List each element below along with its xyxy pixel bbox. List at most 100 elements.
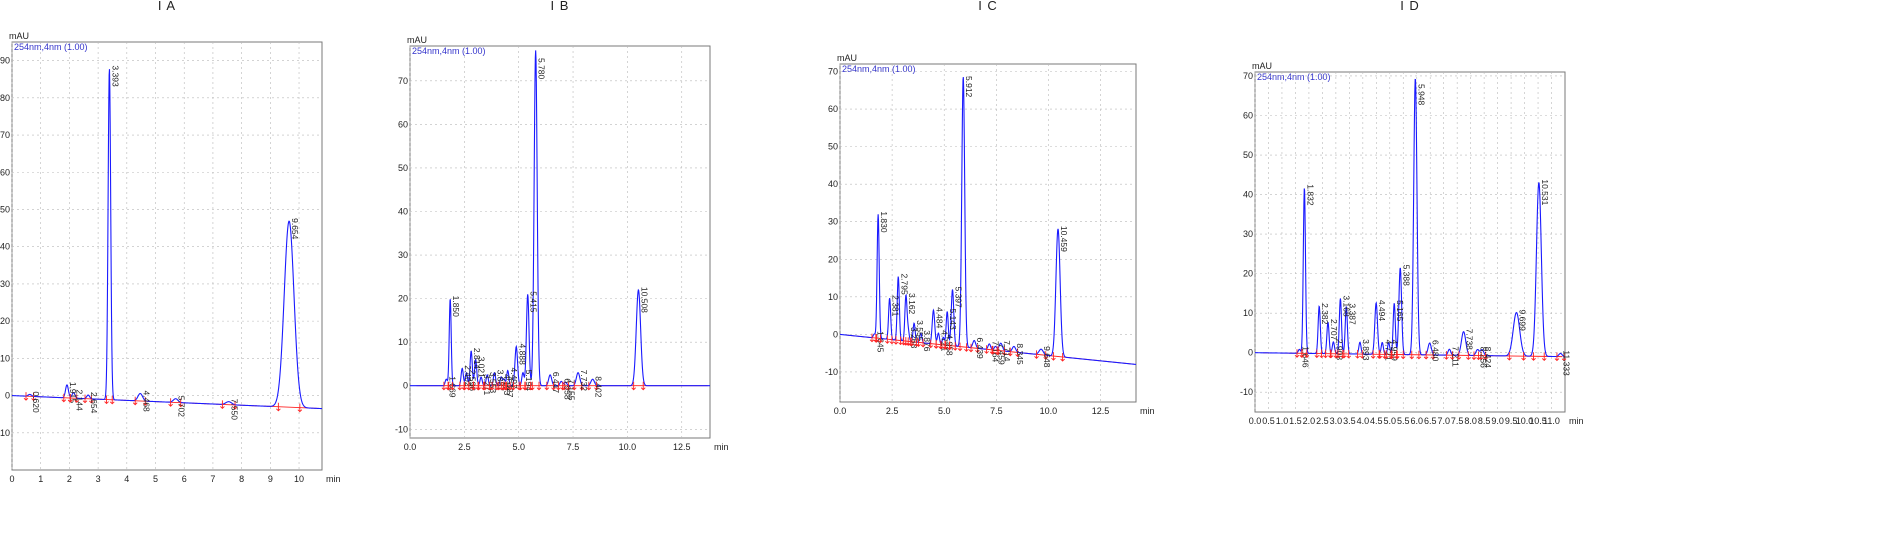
peak-integration-marker xyxy=(1335,349,1341,359)
peak-retention-label: 3.021 xyxy=(477,357,487,379)
peak-integration-marker xyxy=(566,381,571,391)
peak-integration-marker xyxy=(1389,350,1395,360)
y-tick-label: 50 xyxy=(828,142,838,152)
y-tick-label: 60 xyxy=(0,167,10,177)
peak-integration-marker xyxy=(994,346,1000,355)
peak-integration-marker xyxy=(1346,349,1351,359)
peak-retention-label: 10.508 xyxy=(639,287,649,313)
x-tick-label: 2.5 xyxy=(1316,416,1329,426)
peak-integration-marker xyxy=(441,381,447,391)
x-tick-label: 0.0 xyxy=(404,442,417,452)
peak-integration-marker xyxy=(1531,352,1536,361)
y-tick-label: 30 xyxy=(828,217,838,227)
peak-integration-marker xyxy=(1400,350,1406,360)
y-tick-label: 10 xyxy=(0,353,10,363)
x-tick-label: 11.0 xyxy=(1543,416,1560,426)
peak-integration-marker xyxy=(1554,352,1560,362)
peak-retention-label: 6.439 xyxy=(975,338,985,360)
peak-integration-marker xyxy=(984,345,989,354)
peak-integration-marker xyxy=(869,333,875,343)
peak-integration-marker xyxy=(942,341,948,350)
peak-integration-marker xyxy=(560,381,565,391)
peak-retention-label: 8.345 xyxy=(1015,343,1025,365)
peak-integration-marker xyxy=(1450,351,1455,360)
peak-retention-label: 11.333 xyxy=(1561,350,1571,376)
peak-integration-marker xyxy=(470,381,476,391)
x-tick-label: 1.5 xyxy=(1289,416,1302,426)
peak-integration-marker xyxy=(1423,350,1429,360)
x-tick-label: 4.5 xyxy=(1370,416,1383,426)
peak-retention-label: 8.256 xyxy=(1479,347,1489,369)
peak-integration-marker xyxy=(1476,351,1481,361)
x-tick-label: 5.0 xyxy=(938,406,951,416)
peak-integration-marker xyxy=(461,381,467,391)
peak-integration-marker xyxy=(82,394,88,404)
peak-retention-label: 0.620 xyxy=(31,391,41,413)
x-tick-label: 4.0 xyxy=(1357,416,1370,426)
peak-integration-marker xyxy=(1319,349,1324,359)
y-tick-label: 40 xyxy=(828,179,838,189)
peak-integration-marker xyxy=(928,339,934,349)
y-tick-label: 40 xyxy=(398,207,408,217)
peak-integration-marker xyxy=(503,381,508,391)
y-tick-label: 80 xyxy=(0,93,10,103)
peak-integration-marker xyxy=(109,395,115,405)
peak-retention-label: 5.194 xyxy=(524,370,534,392)
peak-integration-marker xyxy=(1370,350,1376,359)
peak-integration-marker xyxy=(551,381,556,391)
peak-integration-marker xyxy=(909,337,915,347)
x-tick-label: 9.0 xyxy=(1491,416,1504,426)
chromatogram-panel-b: I B mAU 254nm,4nm (1.00) -10 0 10 20 30 40 50 60 70… xyxy=(390,0,750,500)
peak-retention-label: 5.780 xyxy=(537,58,547,80)
peak-integration-marker xyxy=(1394,350,1399,360)
y-tick-label: 70 xyxy=(0,130,10,140)
peak-integration-marker xyxy=(640,381,646,391)
peak-integration-marker xyxy=(544,381,550,391)
x-tick-label: 9.5 xyxy=(1505,416,1518,426)
peak-retention-label: 7.738 xyxy=(1465,329,1475,351)
x-axis-unit: min xyxy=(714,442,729,452)
y-tick-label: 50 xyxy=(1243,150,1253,160)
peak-integration-marker xyxy=(31,392,36,402)
peak-integration-marker xyxy=(938,340,944,350)
y-axis-unit: mAU xyxy=(1252,61,1272,71)
peak-retention-label: 4.959 xyxy=(1390,340,1400,362)
peak-integration-marker xyxy=(957,342,963,352)
detector-legend: 254nm,4nm (1.00) xyxy=(1257,72,1331,82)
peak-retention-label: 2.382 xyxy=(1320,303,1330,325)
peak-integration-marker xyxy=(168,398,173,407)
peak-integration-marker xyxy=(1304,349,1310,358)
x-axis-unit: min xyxy=(326,474,341,484)
peak-retention-label: 6.447 xyxy=(551,372,561,394)
peak-integration-marker xyxy=(450,381,455,391)
peak-integration-marker xyxy=(142,397,148,406)
peak-integration-marker xyxy=(556,381,561,391)
x-tick-label: 0 xyxy=(9,474,14,484)
y-tick-label: 10 xyxy=(828,292,838,302)
y-tick-label: 20 xyxy=(0,316,10,326)
panel-title: I A xyxy=(158,0,176,13)
peak-integration-marker xyxy=(1060,352,1065,362)
y-tick-label: 60 xyxy=(828,104,838,114)
peak-integration-marker xyxy=(522,381,528,391)
x-tick-label: 2.5 xyxy=(458,442,471,452)
y-tick-label: -10 xyxy=(825,367,838,377)
peak-integration-marker xyxy=(1383,350,1389,360)
x-tick-label: 0.0 xyxy=(834,406,847,416)
x-tick-label: 3 xyxy=(96,474,101,484)
peak-integration-marker xyxy=(1409,350,1415,360)
y-tick-label: 50 xyxy=(398,163,408,173)
peak-retention-label: 1.915 xyxy=(68,382,78,404)
x-tick-label: 2.5 xyxy=(886,406,899,416)
peak-retention-label: 4.193 xyxy=(502,374,512,396)
peak-integration-marker xyxy=(975,344,980,353)
chromatogram-trace xyxy=(1255,78,1566,358)
peak-integration-marker xyxy=(1341,349,1347,359)
peak-integration-marker xyxy=(68,394,73,403)
peak-integration-marker xyxy=(1051,352,1056,361)
peak-integration-marker xyxy=(990,345,996,355)
x-tick-label: 5 xyxy=(153,474,158,484)
panel-title: I C xyxy=(978,0,998,13)
